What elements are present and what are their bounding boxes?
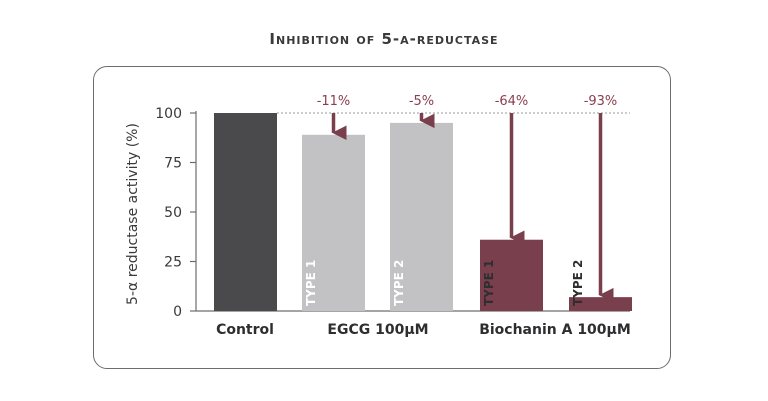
y-tick-label: 0: [173, 304, 182, 320]
bar-5: [569, 297, 632, 311]
bar-type-label: TYPE 1: [304, 260, 318, 306]
category-label: Biochanin A 100µM: [479, 322, 631, 338]
percent-change-label: -93%: [584, 94, 618, 109]
y-axis-label: 5-α reductase activity (%): [125, 123, 141, 305]
y-tick-label: 50: [164, 205, 182, 221]
percent-change-label: -11%: [317, 94, 351, 109]
bar-type-label: TYPE 2: [571, 260, 585, 306]
percent-change-label: -5%: [409, 94, 434, 109]
bar-type-label: TYPE 1: [482, 260, 496, 306]
percent-change-label: -64%: [495, 94, 529, 109]
bar-type-label: TYPE 2: [392, 260, 406, 306]
chart-frame: [93, 66, 671, 369]
chart-title: Inhibition of 5-α-reductase: [269, 30, 499, 48]
y-tick-label: 100: [155, 106, 182, 122]
category-label: Control: [216, 322, 274, 338]
bar-4: [480, 239, 543, 311]
category-label: EGCG 100µM: [327, 322, 428, 338]
bar-2: [302, 134, 365, 311]
bar-3: [390, 122, 453, 312]
y-tick-label: 25: [164, 255, 182, 271]
y-tick-label: 75: [164, 156, 182, 172]
bar-1: [214, 113, 277, 311]
